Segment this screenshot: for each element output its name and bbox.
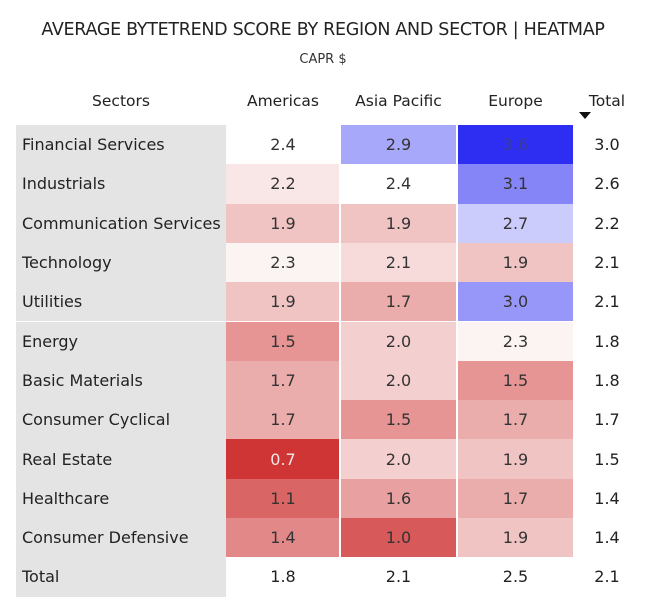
heatmap-cell[interactable]: 2.4	[226, 125, 340, 165]
column-header-sectors[interactable]: Sectors	[92, 92, 150, 110]
heatmap-cell[interactable]: 2.0	[340, 321, 457, 361]
heatmap-cell[interactable]: 1.9	[457, 518, 574, 558]
row-total: 1.8	[594, 331, 620, 351]
row-label[interactable]: Utilities	[16, 282, 226, 322]
row-label[interactable]: Energy	[16, 321, 226, 361]
heatmap-cell[interactable]: 1.7	[226, 360, 340, 401]
row-total: 1.5	[594, 449, 620, 469]
row-total: 2.1	[594, 292, 620, 312]
heatmap-cell[interactable]: 1.7	[457, 478, 574, 518]
row-total: 1.4	[594, 528, 620, 548]
heatmap-cell[interactable]: 1.7	[340, 282, 457, 322]
heatmap-cell[interactable]: 3.6	[457, 125, 574, 165]
chart-subtitle: CAPR $	[299, 52, 347, 67]
heatmap-cell[interactable]: 3.0	[457, 282, 574, 322]
column-divider	[456, 125, 458, 597]
row-total: 2.2	[594, 213, 620, 233]
heatmap-cell[interactable]: 1.9	[457, 439, 574, 479]
heatmap-cell[interactable]: 1.7	[226, 400, 340, 440]
column-total: 2.1	[385, 567, 412, 587]
column-header-asia-pacific[interactable]: Asia Pacific	[355, 92, 442, 110]
total-row-label: Total	[16, 557, 226, 597]
heatmap-cell[interactable]: 1.9	[340, 203, 457, 243]
heatmap-cell[interactable]: 2.4	[340, 164, 457, 204]
column-divider	[339, 125, 341, 597]
heatmap-cell[interactable]: 1.6	[340, 478, 457, 518]
grand-total: 2.1	[594, 567, 620, 587]
heatmap-cell[interactable]: 2.2	[226, 164, 340, 204]
column-header-total[interactable]: Total	[588, 92, 626, 110]
heatmap-cell[interactable]: 1.4	[226, 518, 340, 558]
heatmap-cell[interactable]: 1.1	[226, 478, 340, 518]
heatmap-cell[interactable]: 0.7	[226, 439, 340, 479]
row-total: 3.0	[594, 135, 620, 155]
heatmap-cell[interactable]: 1.9	[226, 282, 340, 322]
row-total: 1.8	[594, 370, 620, 390]
row-label[interactable]: Basic Materials	[16, 360, 226, 401]
column-total: 1.8	[270, 567, 296, 587]
heatmap-cell[interactable]: 2.1	[340, 242, 457, 283]
heatmap-cell[interactable]: 2.0	[340, 439, 457, 479]
heatmap-cell[interactable]: 1.0	[340, 518, 457, 558]
column-header-europe[interactable]: Europe	[488, 92, 543, 110]
row-label[interactable]: Financial Services	[16, 125, 226, 165]
column-total: 2.5	[502, 567, 529, 587]
row-total: 1.4	[594, 488, 620, 508]
heatmap-cell[interactable]: 1.5	[457, 360, 574, 401]
heatmap-cell[interactable]: 2.3	[226, 242, 340, 283]
heatmap-cell[interactable]: 1.9	[226, 203, 340, 243]
heatmap-cell[interactable]: 2.9	[340, 125, 457, 165]
column-divider	[573, 125, 575, 597]
sort-descending-icon[interactable]	[579, 112, 591, 119]
row-total: 2.6	[594, 174, 620, 194]
heatmap-cell[interactable]: 1.5	[340, 400, 457, 440]
heatmap-cell[interactable]: 2.3	[457, 321, 574, 361]
heatmap-cell[interactable]: 2.0	[340, 360, 457, 401]
row-label[interactable]: Communication Services	[16, 203, 226, 243]
row-label[interactable]: Consumer Defensive	[16, 518, 226, 558]
row-total: 1.7	[594, 410, 620, 430]
row-label[interactable]: Healthcare	[16, 478, 226, 518]
heatmap-cell[interactable]: 1.7	[457, 400, 574, 440]
row-total: 2.1	[594, 253, 620, 273]
column-header-americas[interactable]: Americas	[246, 92, 319, 110]
heatmap-cell[interactable]: 3.1	[457, 164, 574, 204]
chart-title: AVERAGE BYTETREND SCORE BY REGION AND SE…	[41, 20, 605, 40]
row-label[interactable]: Industrials	[16, 164, 226, 204]
row-label[interactable]: Technology	[16, 242, 226, 283]
heatmap-cell[interactable]: 1.9	[457, 242, 574, 283]
heatmap-cell[interactable]: 2.7	[457, 203, 574, 243]
heatmap-cell[interactable]: 1.5	[226, 321, 340, 361]
row-label[interactable]: Real Estate	[16, 439, 226, 479]
row-label[interactable]: Consumer Cyclical	[16, 400, 226, 440]
